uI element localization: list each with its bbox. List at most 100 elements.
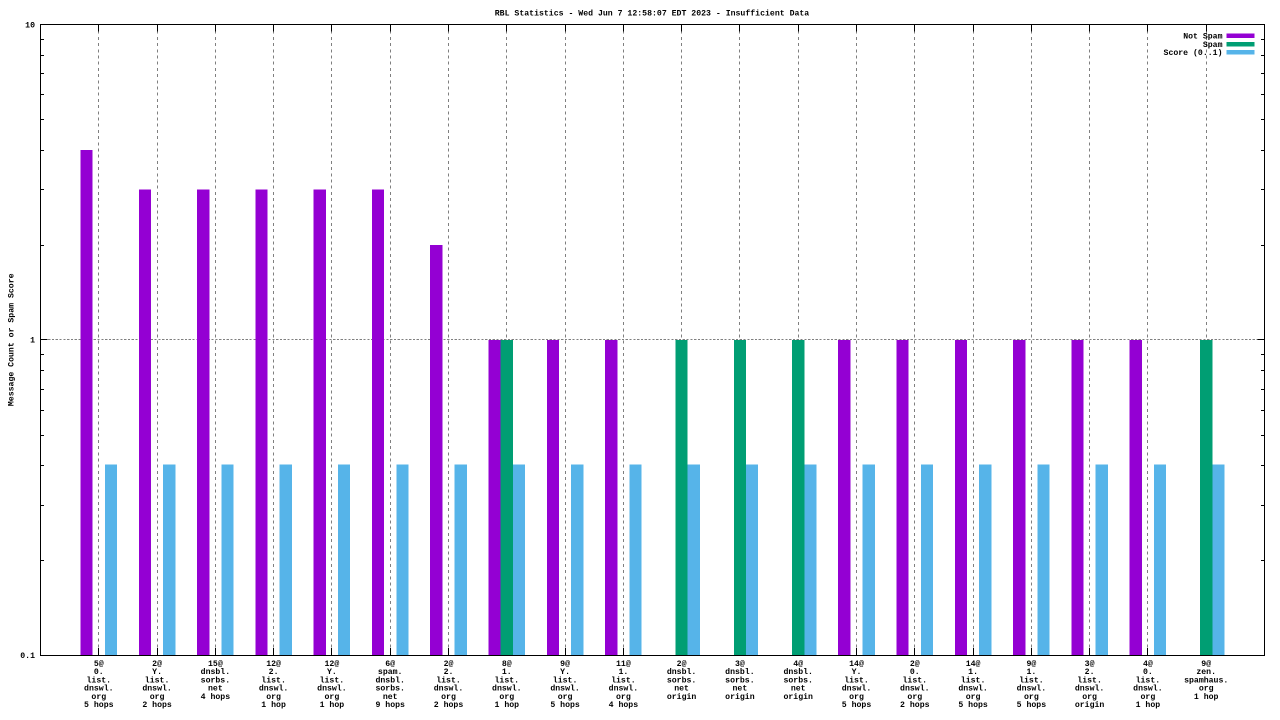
svg-text:dnsbl.: dnsbl. — [667, 667, 696, 677]
svg-text:org: org — [150, 693, 165, 702]
svg-text:2 hops: 2 hops — [434, 700, 464, 710]
svg-text:dnsbl.: dnsbl. — [725, 667, 754, 677]
svg-text:org: org — [907, 693, 922, 702]
svg-text:dnswl.: dnswl. — [84, 684, 113, 694]
svg-text:list.: list. — [1019, 675, 1044, 685]
svg-text:5 hops: 5 hops — [550, 700, 580, 710]
svg-text:list.: list. — [844, 675, 869, 685]
svg-text:spam.: spam. — [378, 668, 403, 677]
svg-text:3@: 3@ — [1085, 659, 1095, 669]
svg-text:Y.: Y. — [852, 668, 862, 677]
svg-text:dnswl.: dnswl. — [317, 684, 346, 694]
svg-text:Y.: Y. — [327, 668, 337, 677]
svg-text:list.: list. — [145, 675, 170, 685]
svg-text:origin: origin — [667, 692, 697, 702]
svg-text:list.: list. — [261, 675, 286, 685]
svg-text:org: org — [616, 693, 631, 702]
svg-text:net: net — [674, 685, 689, 694]
svg-text:dnswl.: dnswl. — [1075, 684, 1104, 694]
svg-text:dnswl.: dnswl. — [900, 684, 929, 694]
svg-text:11@: 11@ — [616, 659, 631, 669]
svg-text:Spam: Spam — [1203, 41, 1223, 50]
svg-text:9@: 9@ — [1201, 659, 1211, 669]
svg-text:0.: 0. — [1143, 668, 1153, 677]
svg-text:net: net — [383, 693, 398, 702]
svg-text:org: org — [1082, 693, 1097, 702]
svg-text:9 hops: 9 hops — [375, 700, 405, 710]
svg-text:origin: origin — [725, 692, 755, 702]
svg-text:2 hops: 2 hops — [900, 700, 930, 710]
svg-text:2.: 2. — [269, 668, 279, 677]
svg-text:4 hops: 4 hops — [609, 700, 639, 710]
svg-text:1.: 1. — [502, 668, 512, 677]
svg-text:dnswl.: dnswl. — [550, 684, 579, 694]
svg-text:9@: 9@ — [560, 659, 570, 669]
svg-text:list.: list. — [1077, 675, 1102, 685]
svg-text:sorbs.: sorbs. — [375, 684, 404, 694]
svg-text:2@: 2@ — [677, 659, 687, 669]
svg-text:list.: list. — [87, 675, 112, 685]
svg-text:org: org — [849, 693, 864, 702]
svg-text:org: org — [441, 693, 456, 702]
svg-text:1.: 1. — [1026, 668, 1036, 677]
svg-text:0.: 0. — [94, 668, 104, 677]
svg-text:org: org — [966, 693, 981, 702]
svg-text:zen.: zen. — [1196, 668, 1216, 677]
svg-text:14@: 14@ — [966, 659, 981, 669]
svg-text:Message Count or Spam Score: Message Count or Spam Score — [8, 273, 17, 406]
svg-text:Not Spam: Not Spam — [1183, 32, 1222, 41]
svg-text:9@: 9@ — [1026, 659, 1036, 669]
svg-text:origin: origin — [783, 692, 813, 702]
svg-text:1 hop: 1 hop — [495, 700, 520, 710]
svg-text:1 hop: 1 hop — [320, 700, 345, 710]
svg-text:8@: 8@ — [502, 659, 512, 669]
svg-text:org: org — [499, 693, 514, 702]
svg-text:sorbs.: sorbs. — [201, 675, 230, 685]
svg-text:net: net — [733, 685, 748, 694]
svg-text:4@: 4@ — [793, 659, 803, 669]
svg-text:2.: 2. — [444, 668, 454, 677]
svg-text:1.: 1. — [618, 668, 628, 677]
svg-text:org: org — [266, 693, 281, 702]
svg-text:2 hops: 2 hops — [142, 700, 172, 710]
svg-text:1.: 1. — [968, 668, 978, 677]
svg-text:net: net — [208, 685, 223, 694]
svg-text:5 hops: 5 hops — [1017, 700, 1047, 710]
svg-text:5 hops: 5 hops — [84, 700, 114, 710]
svg-text:net: net — [791, 685, 806, 694]
svg-text:dnswl.: dnswl. — [259, 684, 288, 694]
svg-text:dnswl.: dnswl. — [609, 684, 638, 694]
svg-text:12@: 12@ — [266, 659, 281, 669]
svg-text:org: org — [558, 693, 573, 702]
svg-text:org: org — [1141, 693, 1156, 702]
svg-text:org: org — [1024, 693, 1039, 702]
svg-text:1: 1 — [30, 337, 35, 346]
svg-text:RBL Statistics - Wed Jun 7 12: RBL Statistics - Wed Jun 7 12:58:07 EDT … — [495, 9, 810, 19]
svg-text:sorbs.: sorbs. — [783, 675, 812, 685]
svg-text:dnswl.: dnswl. — [434, 684, 463, 694]
svg-text:14@: 14@ — [849, 659, 864, 669]
svg-text:org: org — [91, 693, 106, 702]
svg-text:sorbs.: sorbs. — [725, 675, 754, 685]
svg-text:4 hops: 4 hops — [201, 692, 231, 702]
svg-text:Y.: Y. — [152, 668, 162, 677]
svg-text:2@: 2@ — [444, 659, 454, 669]
svg-text:12@: 12@ — [325, 659, 340, 669]
svg-text:5 hops: 5 hops — [842, 700, 872, 710]
svg-text:list.: list. — [495, 675, 520, 685]
svg-text:dnsbl.: dnsbl. — [375, 675, 404, 685]
svg-text:4@: 4@ — [1143, 659, 1153, 669]
svg-text:3@: 3@ — [735, 659, 745, 669]
svg-text:list.: list. — [320, 675, 345, 685]
svg-text:1 hop: 1 hop — [261, 700, 286, 710]
svg-text:dnswl.: dnswl. — [142, 684, 171, 694]
svg-text:15@: 15@ — [208, 659, 223, 669]
svg-text:2@: 2@ — [152, 659, 162, 669]
svg-text:spamhaus.: spamhaus. — [1184, 675, 1228, 685]
svg-text:1 hop: 1 hop — [1194, 692, 1219, 702]
svg-text:list.: list. — [903, 675, 928, 685]
svg-text:list.: list. — [436, 675, 461, 685]
svg-text:5 hops: 5 hops — [958, 700, 988, 710]
svg-text:org: org — [325, 693, 340, 702]
svg-text:dnsbl.: dnsbl. — [201, 667, 230, 677]
